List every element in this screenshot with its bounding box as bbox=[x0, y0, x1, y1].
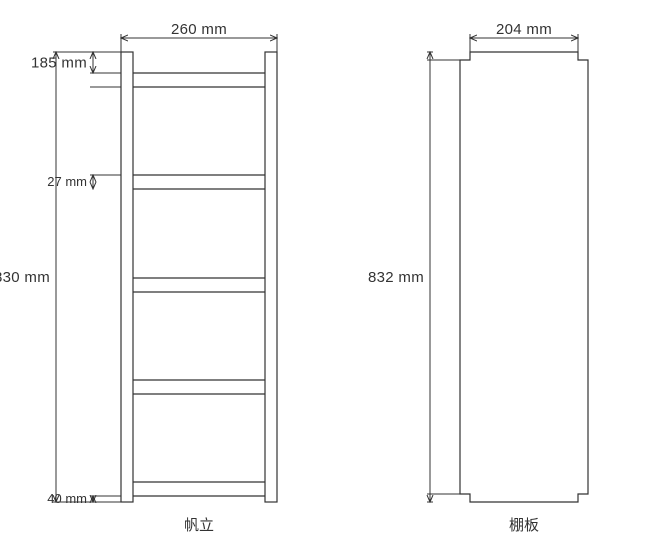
dim-185-label: 185 mm bbox=[31, 55, 87, 72]
dim-width-204-label: 204 mm bbox=[496, 21, 552, 38]
right-post bbox=[265, 52, 277, 502]
dim-width-260-label: 260 mm bbox=[171, 21, 227, 38]
dim-830-label: 830 mm bbox=[0, 269, 50, 286]
dim-832-label: 832 mm bbox=[368, 269, 424, 286]
left-caption: 帆立 bbox=[184, 517, 214, 534]
dim-27-label: 27 mm bbox=[47, 174, 87, 189]
right-caption: 棚板 bbox=[509, 516, 539, 534]
board-outline bbox=[460, 52, 588, 502]
dim-40-label: 40 mm bbox=[47, 491, 87, 506]
left-post bbox=[121, 52, 133, 502]
